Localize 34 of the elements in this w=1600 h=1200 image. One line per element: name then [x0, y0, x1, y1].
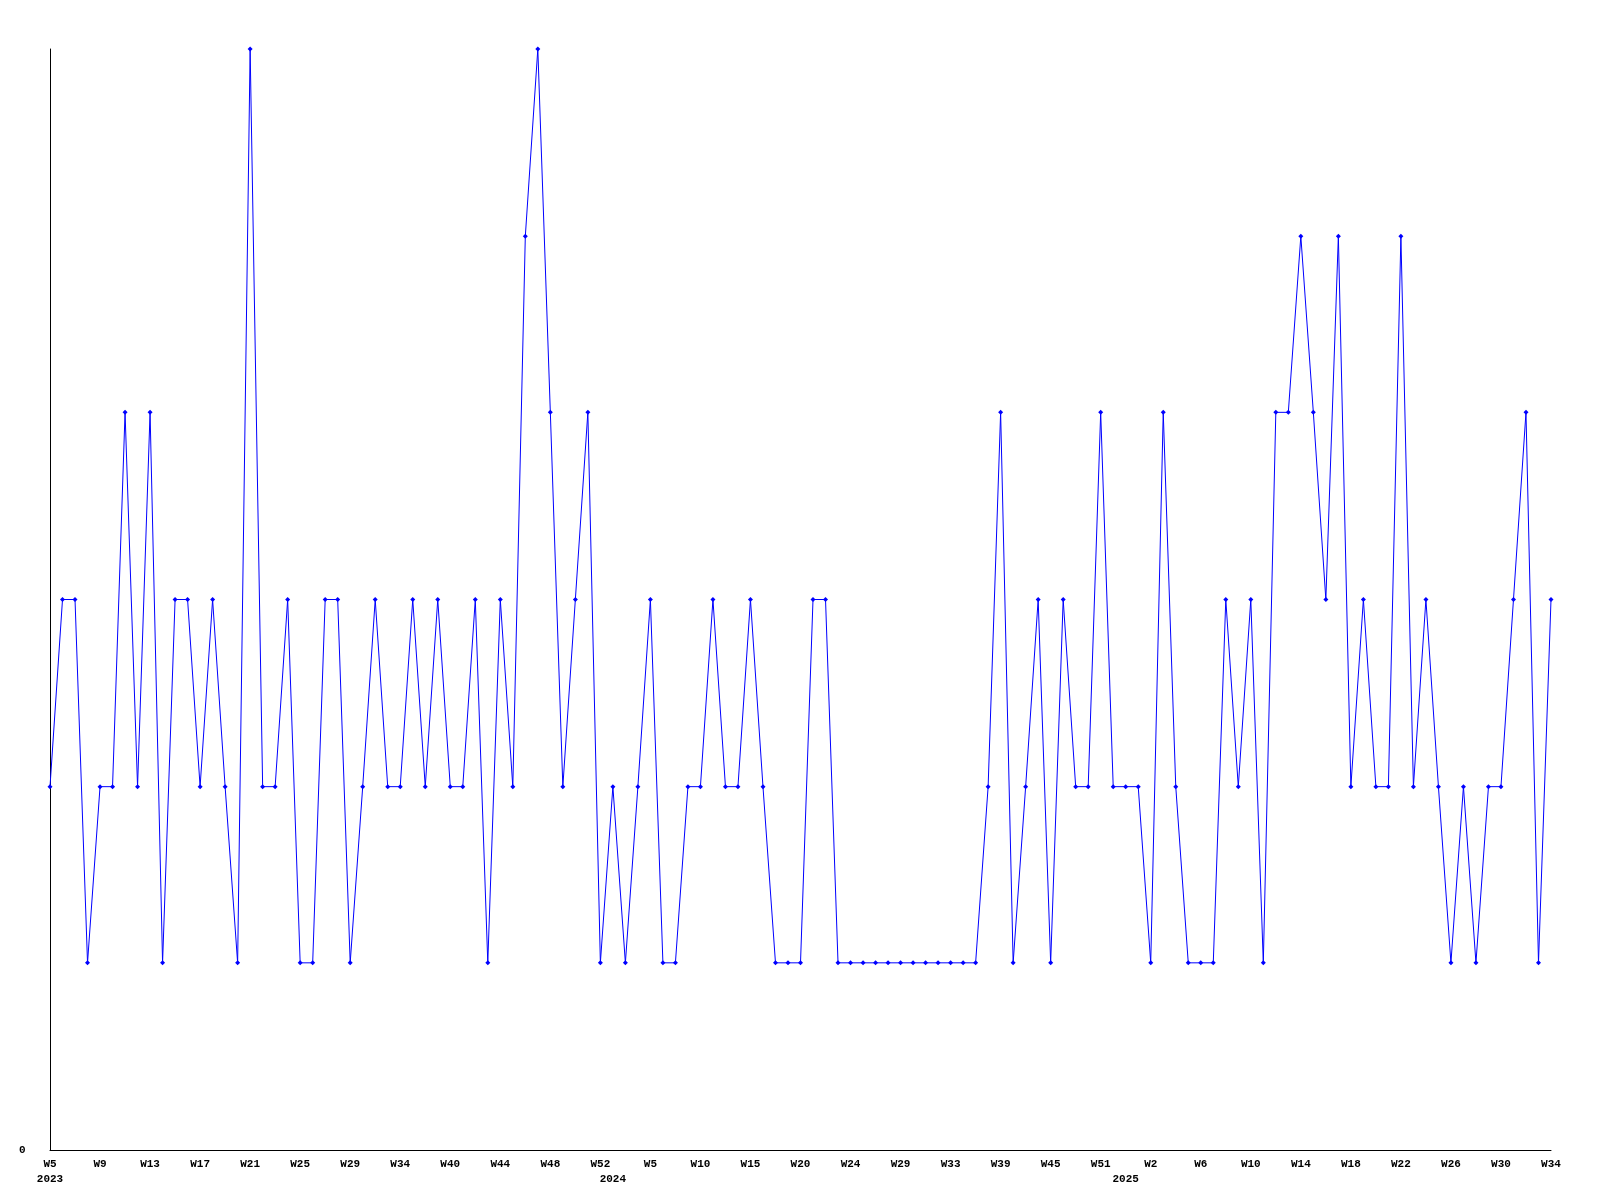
x-tick-label: W20 [790, 1157, 811, 1170]
x-tick-label: W22 [1390, 1157, 1411, 1170]
x-tick-label: W24 [840, 1157, 861, 1170]
x-tick-label: W45 [1040, 1157, 1061, 1170]
x-tick-label: W40 [440, 1157, 461, 1170]
x-tick-label: W29 [890, 1157, 911, 1170]
x-tick-label: W48 [540, 1157, 561, 1170]
x-tick-label: W6 [1194, 1157, 1208, 1170]
x-tick-label: W10 [690, 1157, 711, 1170]
x-tick-label: W21 [240, 1157, 261, 1170]
x-tick-label: W34 [1541, 1157, 1562, 1170]
x-tick-label: W34 [390, 1157, 411, 1170]
x-tick-label: W5 2023 [36, 1157, 64, 1185]
x-tick-label: W18 [1340, 1157, 1362, 1170]
x-tick-label: 2025 [1112, 1172, 1140, 1185]
x-tick-label: W14 [1290, 1157, 1312, 1170]
x-tick-label: W26 [1441, 1157, 1461, 1170]
x-tick-label: W10 [1240, 1157, 1261, 1170]
x-tick-label: W2 [1144, 1157, 1158, 1170]
x-tick-label: W17 [190, 1157, 211, 1170]
x-tick-label: W51 [1090, 1157, 1111, 1170]
x-tick-label: W13 [140, 1157, 161, 1170]
x-tick-label: W25 [290, 1157, 311, 1170]
x-tick-label: W52 [590, 1157, 611, 1170]
x-tick-label: W30 [1491, 1157, 1511, 1170]
x-tick-label: W29 [340, 1157, 361, 1170]
x-tick-label: W15 [740, 1157, 761, 1170]
text: 0 [19, 1143, 26, 1156]
x-tick-label: W9 [93, 1157, 107, 1170]
x-tick-label: W33 [940, 1157, 961, 1170]
x-tick-label: W44 [490, 1157, 511, 1170]
x-tick-label: W5 [643, 1157, 658, 1170]
x-tick-label: W39 [990, 1157, 1011, 1170]
x-tick-label: 2024 [599, 1172, 627, 1185]
